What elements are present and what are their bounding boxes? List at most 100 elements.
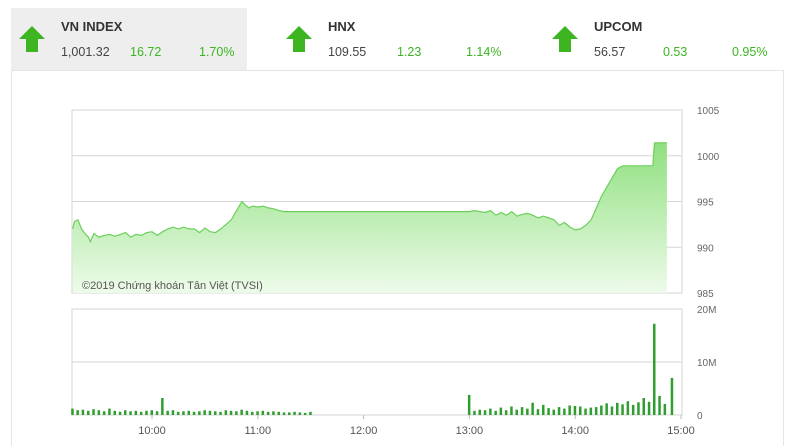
x-tick-label: 10:00	[138, 425, 166, 437]
volume-bar	[626, 401, 630, 415]
volume-bar	[240, 409, 243, 415]
volume-bar	[214, 411, 217, 415]
volume-bar	[245, 410, 249, 415]
volume-bar	[573, 406, 577, 415]
price-line	[72, 142, 667, 244]
volume-bar	[124, 410, 127, 415]
volume-bar	[584, 408, 587, 415]
volume-bar	[87, 410, 90, 415]
x-tick-label: 13:00	[456, 425, 484, 437]
volume-y-tick-label: 10M	[697, 358, 716, 369]
volume-bar	[261, 410, 265, 415]
volume-bar	[150, 410, 153, 415]
volume-bar	[478, 409, 481, 415]
volume-bar	[166, 410, 169, 415]
volume-bar	[145, 410, 148, 415]
volume-bar	[76, 410, 79, 415]
volume-bar	[81, 409, 85, 415]
price-y-tick-label: 1000	[697, 152, 720, 163]
volume-bar	[309, 411, 312, 415]
volume-bar	[208, 410, 212, 415]
arrow-up-icon	[552, 26, 578, 52]
volume-bar	[557, 407, 561, 415]
index-value: 1,001.32	[61, 45, 110, 59]
arrow-up-icon	[19, 26, 45, 52]
volume-bar	[71, 408, 74, 415]
x-tick-label: 12:00	[350, 425, 378, 437]
volume-bar	[235, 411, 238, 415]
volume-bar	[139, 411, 143, 415]
volume-bar	[642, 398, 645, 415]
volume-bar	[631, 404, 635, 415]
volume-bar	[515, 409, 518, 415]
volume-bar	[118, 411, 122, 415]
volume-bar	[616, 402, 619, 415]
volume-bar	[670, 377, 674, 415]
volume-bar	[203, 410, 206, 415]
volume-bar	[547, 408, 550, 415]
index-tab-upcom[interactable]: UPCOM 56.57 0.53 0.95%	[544, 8, 780, 70]
volume-bar	[483, 410, 487, 415]
index-tab-vn-index[interactable]: VN INDEX 1,001.32 16.72 1.70%	[11, 8, 247, 70]
index-percent: 1.14%	[466, 45, 502, 59]
price-y-tick-label: 985	[697, 289, 714, 300]
arrow-up-icon	[286, 26, 312, 52]
volume-bar	[134, 410, 138, 415]
volume-bar	[536, 409, 540, 415]
volume-bar	[552, 409, 555, 415]
index-name: UPCOM	[594, 19, 643, 34]
volume-bar	[102, 411, 106, 415]
volume-bar	[288, 412, 291, 415]
volume-bar	[621, 404, 624, 415]
volume-bar	[129, 411, 132, 415]
price-y-tick-label: 990	[697, 243, 714, 254]
volume-bar	[282, 412, 286, 415]
index-change: 16.72	[130, 45, 162, 59]
volume-bar	[510, 406, 513, 415]
watermark: ©2019 Chứng khoán Tân Việt (TVSI)	[82, 280, 263, 292]
volume-bar	[224, 410, 228, 415]
volume-bar	[187, 410, 190, 415]
volume-bar	[161, 398, 164, 415]
index-change: 1.23	[397, 45, 422, 59]
volume-bar	[637, 402, 640, 415]
volume-bar	[542, 404, 545, 415]
volume-bar	[520, 407, 524, 415]
volume-bar	[526, 408, 529, 415]
volume-y-tick-label: 0	[697, 411, 703, 422]
volume-bar	[272, 411, 275, 415]
volume-bar	[277, 411, 280, 415]
index-tabs: VN INDEX 1,001.32 16.72 1.70% HNX 109.55…	[0, 0, 787, 70]
index-value: 56.57	[594, 45, 626, 59]
volume-bar	[594, 407, 598, 415]
volume-bar	[229, 410, 233, 415]
volume-bar	[293, 411, 296, 415]
volume-bar	[563, 408, 566, 415]
volume-bar	[256, 411, 259, 415]
volume-bar	[467, 394, 471, 415]
volume-bar	[182, 411, 185, 415]
x-tick-label: 15:00	[667, 425, 695, 437]
volume-y-axis: 20M 10M 0	[697, 305, 716, 422]
volume-bar	[97, 410, 101, 415]
x-tick-label: 11:00	[244, 425, 271, 437]
volume-bar	[219, 411, 222, 415]
volume-bar	[610, 406, 614, 415]
index-percent: 0.95%	[732, 45, 768, 59]
index-percent: 1.70%	[199, 45, 235, 59]
index-change: 0.53	[663, 45, 688, 59]
volume-bar	[568, 405, 571, 415]
volume-bar	[605, 403, 608, 415]
volume-bar	[171, 410, 175, 415]
volume-bar	[251, 411, 254, 415]
volume-bar	[589, 407, 593, 415]
volume-bar	[531, 402, 534, 415]
volume-bar	[155, 411, 159, 415]
volume-bar	[303, 412, 307, 415]
volume-bar	[489, 408, 492, 415]
volume-bar	[473, 410, 476, 415]
price-area	[72, 142, 667, 293]
volume-bar	[192, 411, 196, 415]
index-tab-hnx[interactable]: HNX 109.55 1.23 1.14%	[278, 8, 514, 70]
